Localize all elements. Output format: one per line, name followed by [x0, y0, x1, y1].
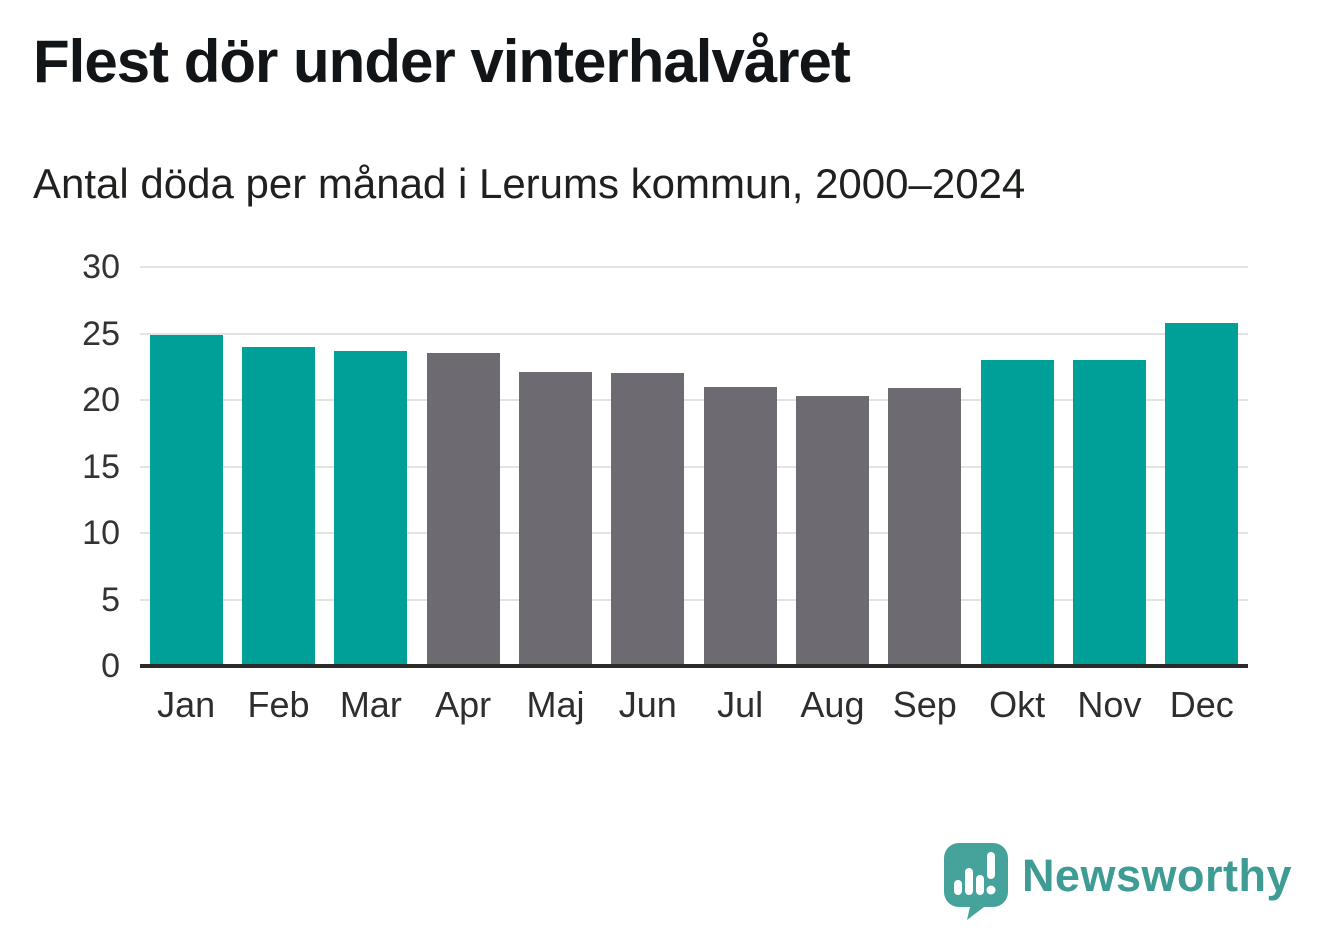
x-tick-label-maj: Maj	[526, 684, 585, 725]
bar-mar	[334, 350, 408, 666]
bar-slot-sep	[879, 267, 971, 666]
bar-slot-maj	[509, 267, 601, 666]
bars-row	[140, 267, 1248, 666]
x-tick-label-dec: Dec	[1169, 684, 1234, 725]
bar-slot-jan	[140, 267, 232, 666]
y-tick-label: 5	[101, 580, 120, 619]
bar-slot-dec	[1156, 267, 1248, 666]
x-tick-label-feb: Feb	[247, 684, 310, 725]
x-tick-label-jul: Jul	[717, 684, 764, 725]
bar-slot-jun	[602, 267, 694, 666]
y-tick-label: 10	[82, 514, 120, 553]
bar-slot-mar	[325, 267, 417, 666]
bar-slot-apr	[417, 267, 509, 666]
x-tick-label-jun: Jun	[618, 684, 677, 725]
y-tick-label: 15	[82, 447, 120, 486]
chart-subtitle: Antal döda per månad i Lerums kommun, 20…	[33, 160, 1026, 207]
x-axis-line	[140, 664, 1248, 668]
plot-area	[140, 266, 1248, 668]
bar-nov	[1072, 360, 1146, 666]
bar-dec	[1165, 322, 1239, 666]
gridline	[140, 465, 1248, 468]
gridline	[140, 266, 1248, 268]
x-tick-label-mar: Mar	[339, 684, 402, 725]
bar-jul	[703, 386, 777, 666]
newsworthy-logo-text: Newsworthy	[1021, 850, 1292, 901]
y-tick-label: 30	[82, 248, 120, 286]
bar-okt	[980, 360, 1054, 666]
bar-jun	[611, 373, 685, 666]
bar-maj	[518, 372, 592, 666]
x-tick-label-nov: Nov	[1077, 684, 1142, 725]
x-tick-label-aug: Aug	[800, 684, 865, 725]
bar-sep	[888, 388, 962, 666]
bar-slot-feb	[232, 267, 324, 666]
newsworthy-branding: Newsworthy	[943, 843, 1292, 921]
x-tick-label-sep: Sep	[892, 684, 957, 725]
bar-jan	[149, 334, 223, 666]
y-tick-label: 0	[101, 647, 120, 685]
gridline	[140, 532, 1248, 535]
x-axis-labels: Jan Feb Mar Apr Maj Jun Jul Aug Sep Okt Nov Dec	[140, 684, 1248, 726]
bar-apr	[426, 353, 500, 666]
chart-title: Flest dör under vinterhalvåret	[33, 28, 851, 95]
gridline	[140, 598, 1248, 601]
gridline	[140, 332, 1248, 335]
bar-aug	[795, 396, 869, 666]
y-tick-label: 25	[82, 314, 120, 353]
y-tick-label: 20	[82, 381, 120, 420]
x-tick-label-jan: Jan	[157, 684, 216, 725]
gridline	[140, 399, 1248, 402]
bar-slot-aug	[786, 267, 878, 666]
x-tick-label-okt: Okt	[989, 684, 1046, 725]
bar-slot-jul	[694, 267, 786, 666]
bar-feb	[241, 346, 315, 666]
bar-slot-okt	[971, 267, 1063, 666]
newsworthy-logo-icon	[943, 843, 1008, 920]
x-tick-label-apr: Apr	[435, 684, 492, 725]
y-axis: 30 25 20 15 10 5 0	[0, 250, 120, 683]
bar-slot-nov	[1063, 267, 1155, 666]
